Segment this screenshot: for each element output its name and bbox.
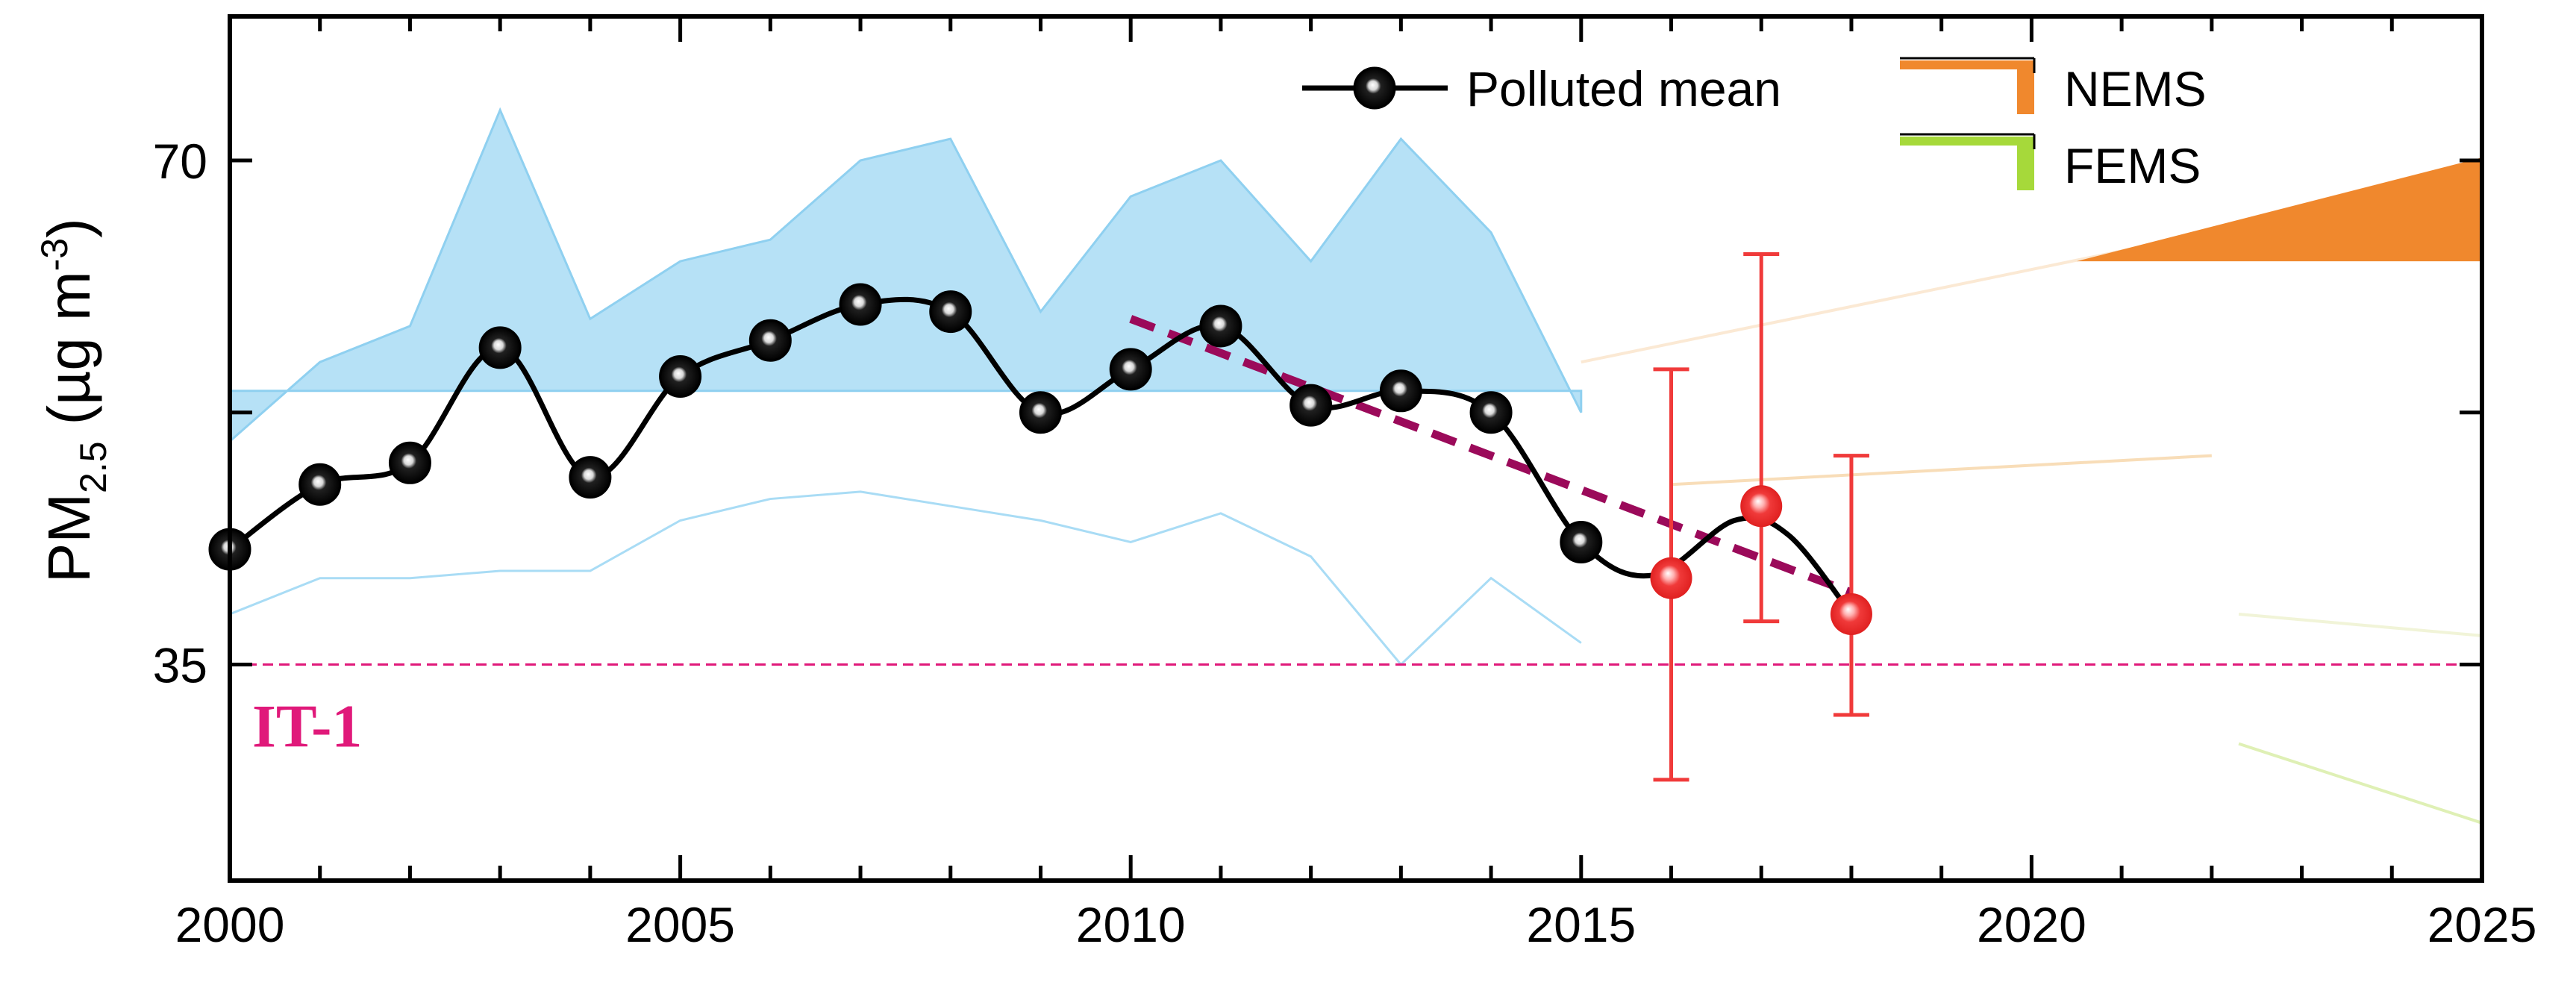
legend-fems-swatch xyxy=(1900,133,2036,190)
legend: Polluted mean NEMS FEMS xyxy=(1302,57,2207,193)
recent-points xyxy=(1650,485,1872,635)
x-tick-label-2025: 2025 xyxy=(2427,897,2537,952)
legend-fems-label: FEMS xyxy=(2064,138,2201,193)
ylabel-subscript: 2.5 xyxy=(72,441,114,493)
x-tick-label-2015: 2015 xyxy=(1526,897,1636,952)
ylabel-units-open: (µg m xyxy=(36,271,102,425)
legend-nems-swatch xyxy=(1900,57,2036,114)
ylabel-main: PM xyxy=(36,493,102,583)
mean-point-2015 xyxy=(1560,520,1603,563)
plot-frame xyxy=(228,14,2484,883)
recent-point-2018 xyxy=(1830,593,1872,635)
y-tick-label-70: 70 xyxy=(153,134,207,189)
swatch-stem xyxy=(2017,137,2034,190)
mean-point-2013 xyxy=(1379,369,1422,413)
error-bar-2017 xyxy=(1743,251,1780,624)
swatch-stem xyxy=(2017,60,2034,114)
faint-line-3 xyxy=(2238,742,2483,825)
y-axis: 35 70 xyxy=(153,134,2482,693)
mean-point-2005 xyxy=(659,355,702,398)
mean-point-2009 xyxy=(1019,391,1062,434)
legend-polluted-label: Polluted mean xyxy=(1466,61,1781,116)
swatch-bar xyxy=(1900,60,2034,69)
recent-point-2016 xyxy=(1650,557,1692,599)
y-axis-label: PM2.5 (µg m-3) xyxy=(34,218,114,583)
faint-line-1 xyxy=(1671,454,2212,487)
trend-line xyxy=(1129,315,1853,597)
mean-point-2002 xyxy=(388,441,431,484)
x-tick-label-2000: 2000 xyxy=(175,897,285,952)
y-tick-label-35: 35 xyxy=(153,638,207,693)
mean-point-2012 xyxy=(1289,384,1333,427)
nems-wedge xyxy=(2076,157,2482,262)
mean-point-2010 xyxy=(1109,348,1152,391)
mean-point-2011 xyxy=(1199,304,1242,348)
mean-point-2003 xyxy=(478,326,522,369)
swatch-bar xyxy=(1900,137,2034,146)
range-band-lower-line xyxy=(229,490,1582,666)
x-tick-label-2005: 2005 xyxy=(625,897,735,952)
mean-point-2006 xyxy=(748,319,792,362)
polluted-mean-points xyxy=(208,283,1603,571)
x-tick-label-2010: 2010 xyxy=(1076,897,1186,952)
x-tick-label-2020: 2020 xyxy=(1977,897,2086,952)
ylabel-units-sup: -3 xyxy=(34,238,75,271)
it1-label: IT-1 xyxy=(252,693,362,760)
ylabel-units-close: ) xyxy=(36,218,102,238)
mean-point-2008 xyxy=(929,290,972,334)
recent-point-2017 xyxy=(1740,485,1783,528)
legend-nems-label: NEMS xyxy=(2064,61,2207,116)
mean-point-2014 xyxy=(1469,391,1513,434)
mean-point-2004 xyxy=(569,456,612,499)
range-band-fill xyxy=(228,107,1583,444)
mean-point-2007 xyxy=(839,283,882,326)
legend-polluted-marker xyxy=(1353,66,1396,110)
faint-line-2 xyxy=(2238,612,2483,637)
x-axis: 2000 2005 2010 2015 2020 2025 xyxy=(175,16,2537,952)
mean-point-2001 xyxy=(298,463,342,506)
error-bar-2018 xyxy=(1833,454,1869,717)
range-band xyxy=(228,107,1583,666)
